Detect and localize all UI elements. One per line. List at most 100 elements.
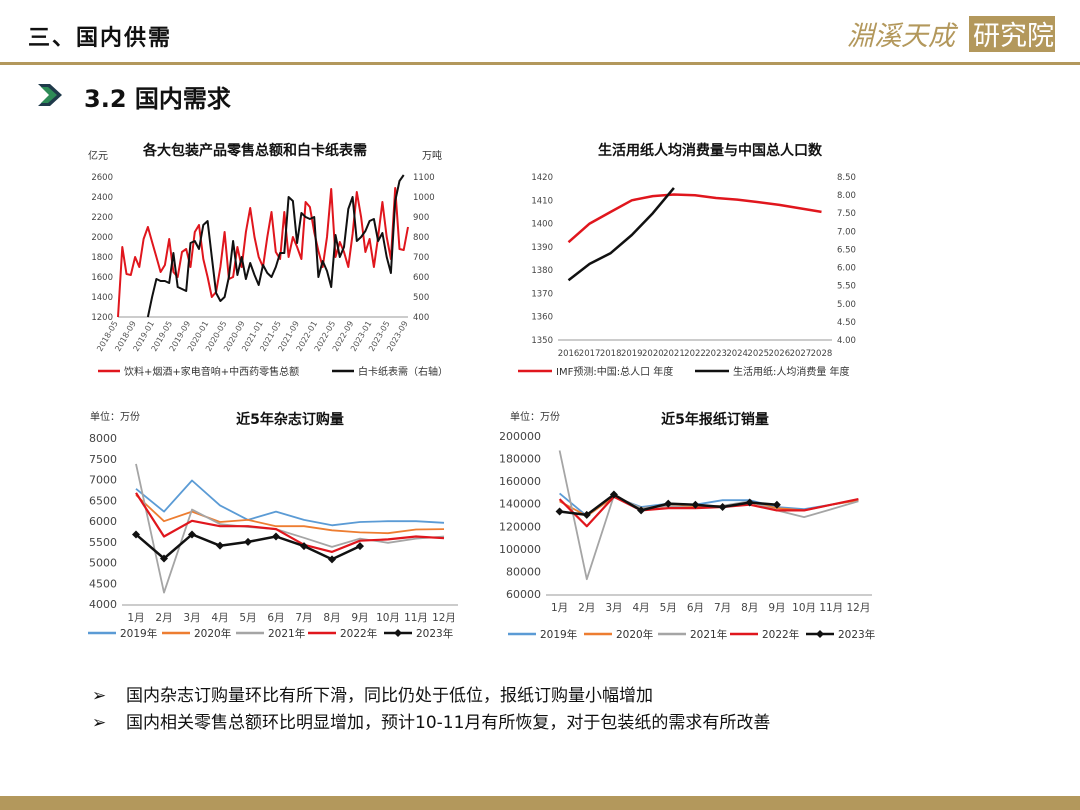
legend-label: 2022年 xyxy=(762,628,799,641)
x-tick-label: 6月 xyxy=(267,612,284,624)
x-tick-label: 9月 xyxy=(351,612,368,624)
y-tick-label: 1410 xyxy=(531,196,553,206)
x-tick-label: 5月 xyxy=(239,612,256,624)
y-tick-label: 5000 xyxy=(89,557,117,570)
y-tick-label: 200000 xyxy=(500,430,541,443)
x-tick-label: 5月 xyxy=(660,602,677,614)
logo-text-left: 淵溪天成 xyxy=(847,21,959,52)
bullet-list: ➢ 国内杂志订购量环比有所下滑，同比仍处于低位，报纸订购量小幅增加 ➢ 国内相关零售… xyxy=(92,683,770,737)
x-tick-label: 8月 xyxy=(741,602,758,614)
bullet-text: 国内相关零售总额环比明显增加，预计10-11月有所恢复，对于包装纸的需求有所改善 xyxy=(126,713,771,733)
y-tick-label: 8000 xyxy=(89,432,117,445)
x-tick-label: 3月 xyxy=(605,602,622,614)
x-tick-label: 12月 xyxy=(846,602,870,614)
y2-tick-label: 600 xyxy=(413,273,429,283)
series-line xyxy=(146,174,405,318)
y-tick-label: 1390 xyxy=(531,243,553,253)
y-tick-label: 2200 xyxy=(91,213,113,223)
series-line xyxy=(558,495,859,528)
x-tick-label: 9月 xyxy=(768,602,785,614)
bullet-item: ➢ 国内相关零售总额环比明显增加，预计10-11月有所恢复，对于包装纸的需求有所改… xyxy=(92,710,770,737)
x-tick-label: 2016 xyxy=(558,349,580,359)
unit-label: 单位：万份 xyxy=(510,410,560,423)
chart-title: 各大包装产品零售总额和白卡纸表需 xyxy=(142,142,367,159)
data-point-marker xyxy=(216,541,224,550)
data-point-marker xyxy=(745,498,754,507)
y-tick-label: 2600 xyxy=(91,173,113,183)
series-line xyxy=(567,187,675,282)
y-tick-label: 4500 xyxy=(89,577,117,590)
x-tick-label: 2028 xyxy=(811,349,833,359)
y-tick-label: 140000 xyxy=(500,498,541,511)
data-point-marker xyxy=(582,510,591,519)
chart-title: 近5年杂志订购量 xyxy=(236,411,344,428)
y-tick-label: 100000 xyxy=(500,543,541,556)
y-tick-label: 1800 xyxy=(91,253,113,263)
legend-label: 2023年 xyxy=(416,627,453,640)
x-tick-label: 2018 xyxy=(600,349,622,359)
y-tick-label: 1360 xyxy=(531,313,553,323)
data-point-marker xyxy=(555,507,564,516)
y2-tick-label: 5.00 xyxy=(837,300,856,310)
chart-title: 生活用纸人均消费量与中国总人口数 xyxy=(598,142,823,159)
data-point-marker xyxy=(718,502,727,511)
y2-tick-label: 500 xyxy=(413,293,429,303)
y2-tick-label: 7.00 xyxy=(837,227,856,237)
x-tick-label: 4月 xyxy=(211,612,228,624)
series-line xyxy=(135,494,445,535)
series-line xyxy=(135,463,445,594)
footer-bar xyxy=(0,796,1080,810)
y-tick-label: 180000 xyxy=(500,453,541,466)
series-line xyxy=(135,492,445,553)
bullet-arrow-icon: ➢ xyxy=(92,686,107,706)
legend-label: 生活用纸:人均消费量 年度 xyxy=(733,365,850,378)
data-point-marker xyxy=(664,499,673,508)
x-tick-label: 7月 xyxy=(295,612,312,624)
y2-tick-label: 1000 xyxy=(413,193,435,203)
legend-label: 2020年 xyxy=(194,627,231,640)
x-tick-label: 10月 xyxy=(376,612,400,624)
x-tick-label: 12月 xyxy=(432,612,456,624)
series-line xyxy=(567,193,822,244)
x-tick-label: 3月 xyxy=(183,612,200,624)
x-tick-label: 8月 xyxy=(323,612,340,624)
y2-tick-label: 7.50 xyxy=(837,209,856,219)
y-tick-label: 4000 xyxy=(89,598,117,611)
x-tick-label: 7月 xyxy=(714,602,731,614)
data-point-marker xyxy=(691,500,700,509)
y-tick-label: 7000 xyxy=(89,474,117,487)
tissue-population-chart: 生活用纸人均消费量与中国总人口数 1350 1360 1370 1380 1390 1400… xyxy=(518,142,856,378)
data-point-marker xyxy=(637,506,646,515)
magazine-orders-chart: 近5年杂志订购量 单位：万份 4000 4500 5000 5500 6000 6500 700… xyxy=(88,410,458,640)
data-point-marker xyxy=(772,500,781,509)
unit-label: 单位：万份 xyxy=(90,410,140,423)
y2-tick-label: 8.00 xyxy=(837,191,856,201)
y2-tick-label: 700 xyxy=(413,253,429,263)
legend-label: 2019年 xyxy=(120,627,157,640)
y2-tick-label: 5.50 xyxy=(837,282,856,292)
y2-tick-label: 1100 xyxy=(413,173,435,183)
bullet-arrow-icon: ➢ xyxy=(92,713,107,733)
y2-tick-label: 4.00 xyxy=(837,336,856,346)
y-tick-label: 120000 xyxy=(500,520,541,533)
y-tick-label: 1600 xyxy=(91,273,113,283)
logo-badge xyxy=(969,16,1055,52)
y-tick-label: 60000 xyxy=(506,588,541,601)
data-point-marker xyxy=(160,554,168,563)
y-tick-label: 1380 xyxy=(531,266,553,276)
data-point-marker xyxy=(300,542,308,551)
legend-label: 白卡纸表需（右轴） xyxy=(358,365,448,378)
x-tick-label: 2月 xyxy=(155,612,172,624)
data-point-marker xyxy=(356,542,364,551)
legend-marker xyxy=(394,629,402,637)
data-point-marker xyxy=(188,530,196,539)
x-tick-label: 10月 xyxy=(792,602,816,614)
y2-tick-label: 800 xyxy=(413,233,429,243)
y2-tick-label: 6.00 xyxy=(837,264,856,274)
y-tick-label: 1350 xyxy=(531,336,553,346)
legend-label: 2021年 xyxy=(690,628,727,641)
legend-label: 2021年 xyxy=(268,627,305,640)
data-point-marker xyxy=(272,532,280,541)
x-tick-label: 2024 xyxy=(726,349,748,359)
brand-logo: 淵溪天成 研究院 xyxy=(847,16,1055,52)
